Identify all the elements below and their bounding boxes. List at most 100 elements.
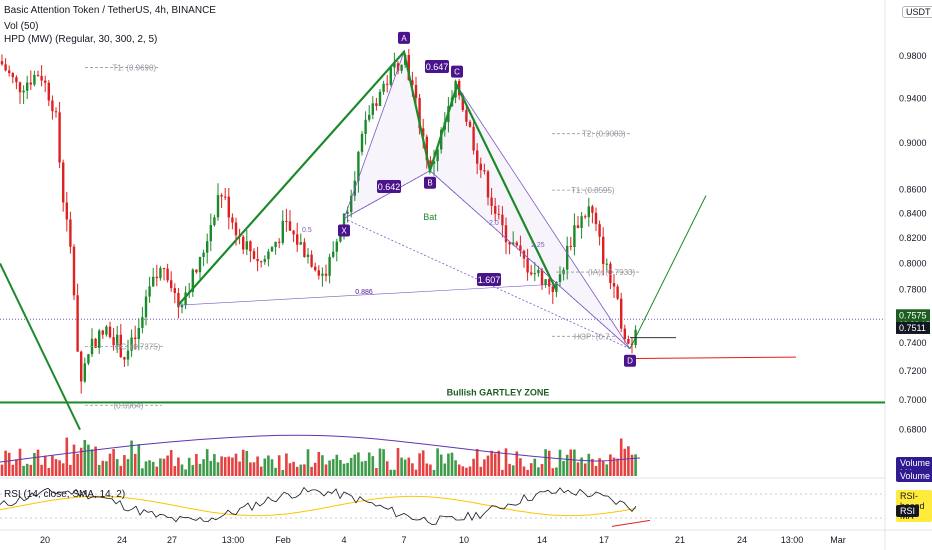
candle-body (504, 225, 508, 243)
candle-body (389, 67, 392, 85)
candle-body (375, 103, 378, 106)
volume-bar (47, 468, 51, 476)
red-support-line (629, 356, 797, 359)
volume-bars (0, 437, 637, 476)
volume-bar (108, 453, 112, 476)
candle-body (296, 234, 299, 245)
volume-bar (421, 450, 425, 476)
ratio-badge (425, 60, 449, 73)
xd-baseline (177, 283, 557, 306)
candle-body (141, 317, 144, 328)
volume-bar (605, 464, 609, 476)
volume-bar (630, 454, 634, 476)
volume-bar (547, 450, 551, 476)
candle-body (620, 298, 623, 329)
volume-bar (389, 469, 393, 476)
candle-body (324, 273, 328, 276)
volume-bar (76, 453, 79, 476)
candle-body (83, 363, 86, 382)
x-tick-label: 13:00 (222, 535, 245, 545)
y-tick-label: 0.9400 (899, 94, 927, 104)
volume-bar (97, 464, 101, 476)
candle-body (346, 211, 349, 214)
ratio-label: 0.642 (378, 182, 401, 192)
volume-bar (18, 448, 22, 476)
volume-bar (0, 464, 4, 476)
candle-body (65, 202, 68, 220)
volume-bar (436, 448, 439, 476)
last-price-label: 0.7575 (899, 310, 927, 320)
volume-bar (198, 463, 202, 476)
volume-bar (180, 464, 184, 476)
candle-body (512, 242, 515, 245)
candle-body (263, 259, 266, 262)
volume-bar (601, 461, 605, 476)
candle-body (234, 222, 238, 236)
ratio-badge (377, 180, 401, 193)
volume-bar (443, 463, 447, 476)
gartley-zone-label: Bullish GARTLEY ZONE (447, 387, 550, 397)
volume-bar (414, 469, 418, 476)
candle-body (555, 282, 558, 292)
volume-bar (616, 458, 619, 476)
volume-bar (353, 454, 357, 476)
volume-bar (519, 458, 522, 476)
y-tick-label: 0.6800 (899, 425, 927, 435)
candle-body (306, 254, 310, 258)
x-tick-label: 10 (459, 535, 469, 545)
candle-body (159, 268, 162, 279)
volume-bar (281, 469, 285, 476)
pattern-point-label: X (341, 226, 347, 235)
volume-bar (475, 449, 479, 476)
candle-body (407, 54, 410, 81)
volume-bar (555, 467, 558, 476)
candle-body (299, 242, 302, 245)
ratio-label: 0.647 (426, 62, 449, 72)
volume-bar (385, 461, 389, 476)
volume-bar (299, 464, 303, 476)
volume-bar (130, 440, 133, 476)
volume-bar (245, 450, 249, 476)
x-tick-label: 17 (599, 535, 609, 545)
candle-body (134, 337, 137, 339)
volume-bar (522, 466, 526, 476)
volume-bar (609, 454, 612, 476)
candle-body (47, 82, 50, 101)
candle-body (54, 111, 58, 113)
volume-bar (364, 460, 367, 476)
candle-body (227, 196, 230, 218)
candle-body (468, 121, 472, 127)
volume-bar (133, 453, 137, 476)
candle-body (472, 126, 475, 151)
candle-body (11, 73, 14, 78)
volume-bar (619, 438, 623, 476)
y-tick-label: 0.9800 (899, 51, 927, 61)
pattern-point-badge (424, 176, 436, 189)
candle-body (162, 268, 166, 270)
volume-bar (112, 449, 115, 476)
volume-bar (335, 454, 339, 476)
candle-body (598, 224, 601, 237)
candle-body (184, 292, 187, 306)
volume-bar (497, 450, 501, 476)
volume-bar (159, 458, 162, 476)
y-tick-label: 0.9000 (899, 138, 927, 148)
candle-body (321, 273, 324, 276)
rsi-line (0, 486, 637, 525)
gartley-zone-band (0, 401, 885, 404)
candle-body (292, 230, 295, 235)
x-tick-label: 4 (341, 535, 346, 545)
volume-bar (187, 457, 191, 476)
candle-body (576, 225, 580, 228)
target-level-label: BC: (0.7375) (115, 343, 161, 352)
candle-body (386, 83, 389, 85)
candle-body (508, 242, 511, 245)
volume-bar (277, 455, 281, 476)
volume-bar (267, 455, 270, 476)
x-tick-label: 13:00 (781, 535, 804, 545)
target-level-label: T2: (0.9083) (582, 130, 626, 139)
candle-body (62, 162, 65, 203)
volume-bar (551, 468, 555, 476)
currency-button[interactable]: USDT (902, 6, 932, 18)
